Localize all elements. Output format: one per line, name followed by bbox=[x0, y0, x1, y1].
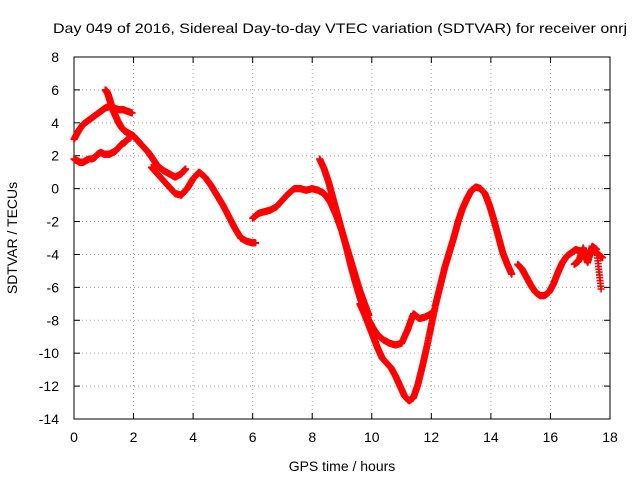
y-tick-label: 6 bbox=[51, 82, 59, 98]
data-point bbox=[182, 165, 190, 173]
gridlines bbox=[74, 57, 610, 419]
data-point bbox=[127, 134, 135, 142]
x-tick-labels: 0 2 4 6 8 10 12 14 16 18 bbox=[70, 429, 618, 445]
y-tick-label: -2 bbox=[47, 214, 60, 230]
data-point bbox=[252, 239, 260, 247]
y-tick-label: -8 bbox=[47, 312, 60, 328]
data-point bbox=[508, 270, 516, 278]
y-tick-label: 2 bbox=[51, 148, 59, 164]
series-1 bbox=[101, 86, 190, 181]
y-axis-title: SDTVAR / TECUs bbox=[4, 182, 20, 294]
y-tick-label: 0 bbox=[51, 181, 59, 197]
series-6 bbox=[356, 183, 516, 405]
x-tick-label: 14 bbox=[483, 429, 499, 445]
axis-ticks bbox=[73, 56, 611, 420]
x-axis-title: GPS time / hours bbox=[289, 458, 396, 474]
x-tick-label: 4 bbox=[189, 429, 197, 445]
y-tick-label: -4 bbox=[47, 246, 60, 262]
y-tick-labels: 8 6 4 2 0 -2 -4 -6 -8 -10 -12 -14 bbox=[39, 49, 59, 427]
data-point bbox=[597, 285, 605, 293]
y-tick-label: -12 bbox=[39, 378, 59, 394]
series-3 bbox=[147, 163, 260, 247]
x-tick-label: 8 bbox=[308, 429, 316, 445]
y-tick-label: -6 bbox=[47, 279, 60, 295]
x-tick-label: 6 bbox=[249, 429, 257, 445]
y-tick-label: -10 bbox=[39, 345, 59, 361]
x-tick-label: 12 bbox=[424, 429, 440, 445]
x-tick-label: 2 bbox=[130, 429, 138, 445]
data-points bbox=[70, 86, 607, 405]
series-8 bbox=[570, 242, 605, 293]
chart-title: Day 049 of 2016, Sidereal Day-to-day VTE… bbox=[53, 20, 627, 36]
x-tick-label: 18 bbox=[602, 429, 618, 445]
plot-frame bbox=[73, 56, 611, 420]
data-point bbox=[128, 109, 136, 117]
y-tick-label: 8 bbox=[51, 49, 59, 65]
x-tick-label: 0 bbox=[70, 429, 78, 445]
x-tick-label: 10 bbox=[364, 429, 380, 445]
y-tick-label: 4 bbox=[51, 115, 59, 131]
series-2 bbox=[70, 134, 135, 166]
series-0 bbox=[70, 102, 136, 143]
x-tick-label: 16 bbox=[543, 429, 559, 445]
y-tick-label: -14 bbox=[39, 411, 59, 427]
